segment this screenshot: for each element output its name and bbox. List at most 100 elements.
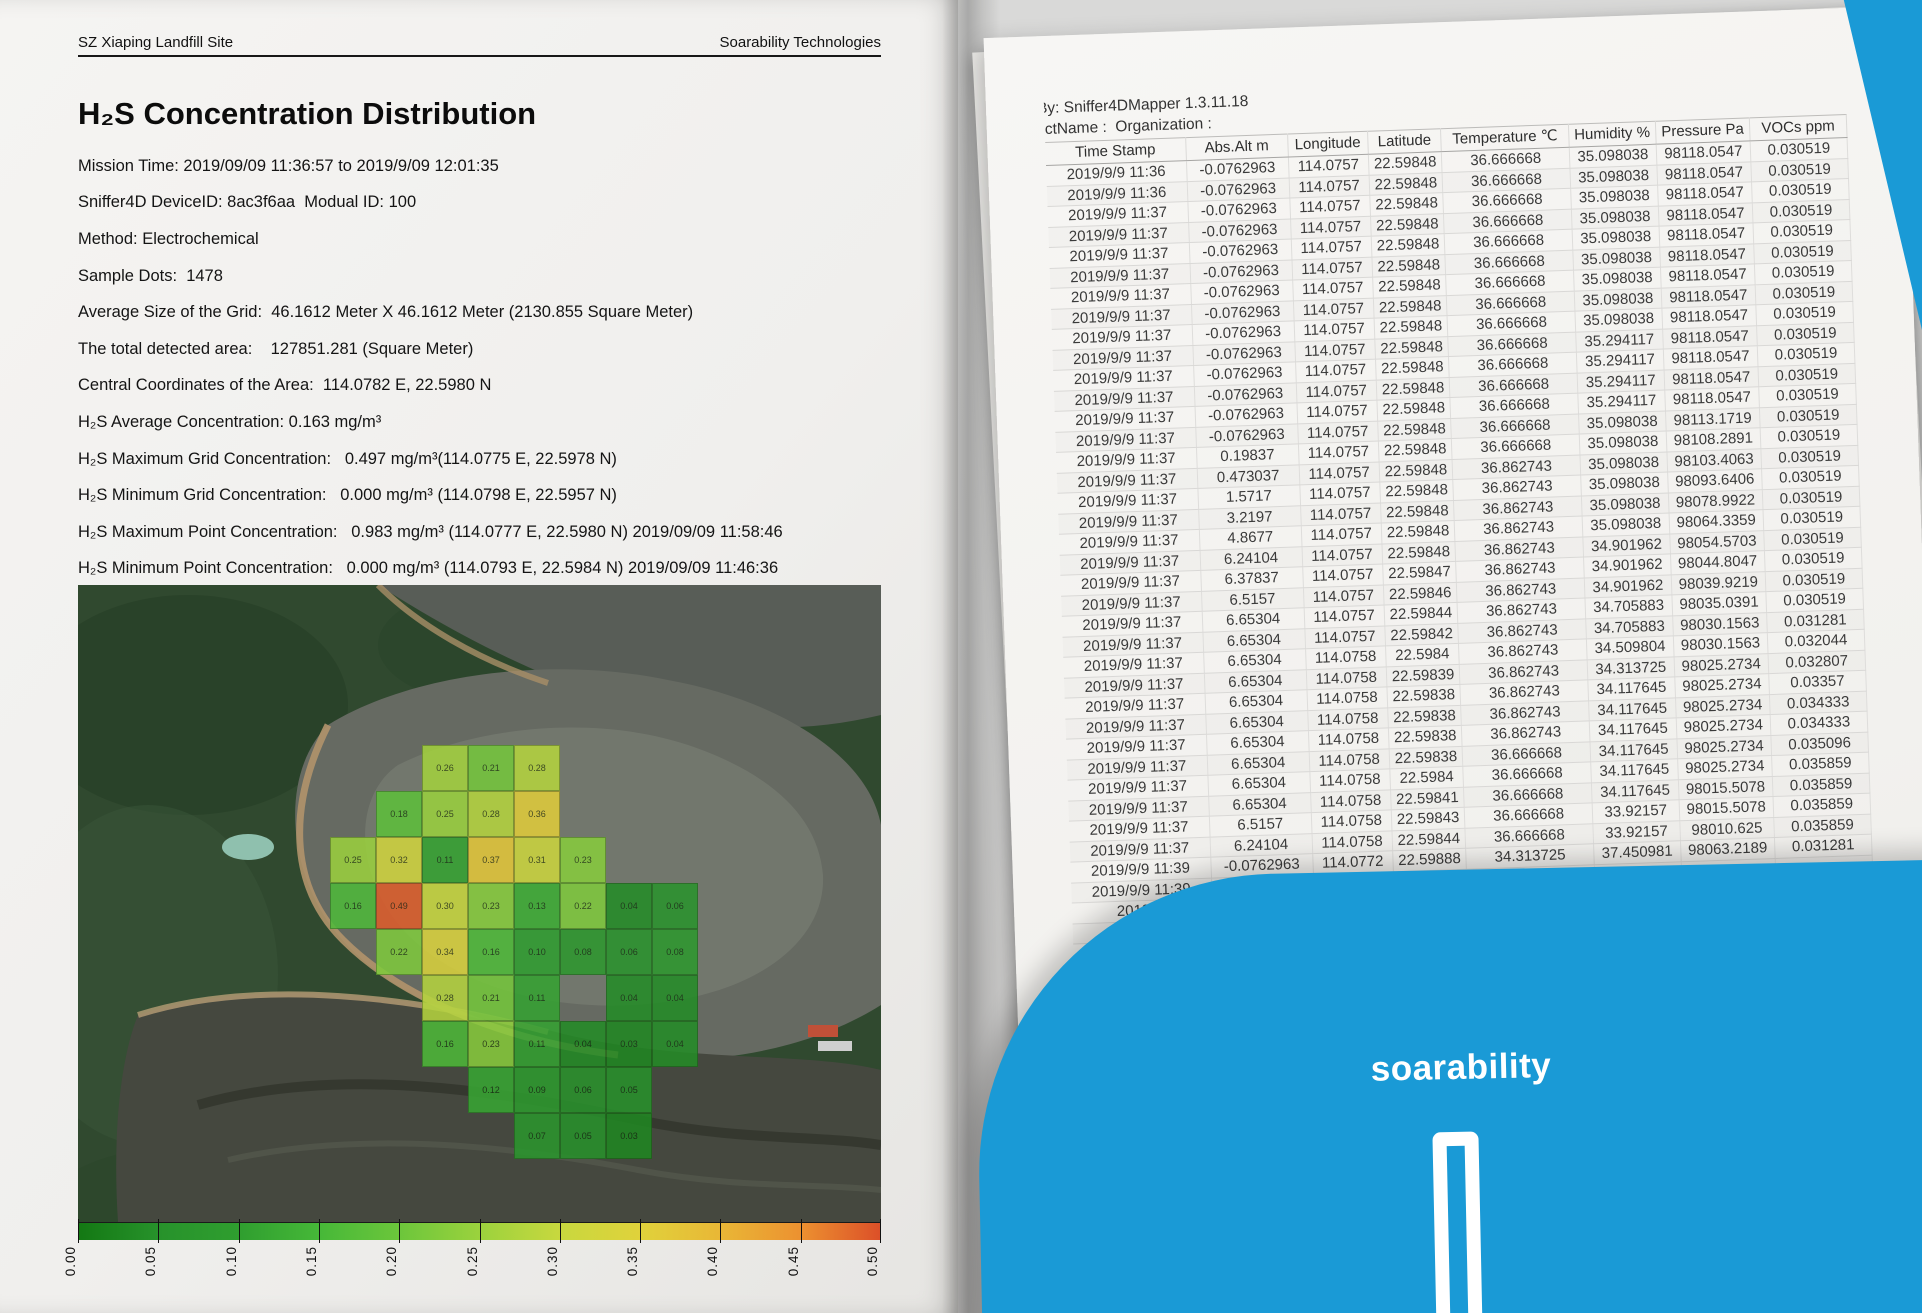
table-cell: 22.59848 [1371, 254, 1447, 278]
table-cell: -0.0762963 [1194, 402, 1298, 427]
info-line: H₂S Minimum Grid Concentration: 0.000 mg… [78, 486, 617, 505]
grid-cell: 0.16 [422, 1021, 468, 1067]
page-title: H₂S Concentration Distribution [78, 96, 537, 131]
table-cell: -0.0762963 [1187, 198, 1291, 223]
colorbar-tick-label: 0.45 [785, 1246, 801, 1277]
grid-cell: 0.11 [514, 975, 560, 1021]
grid-cell: 0.22 [560, 883, 606, 929]
column-header: Humidity % [1568, 121, 1656, 148]
grid-cell: 0.23 [560, 837, 606, 883]
table-cell: 98010.625 [1679, 817, 1775, 841]
table-cell: 34.117645 [1591, 779, 1679, 803]
page-header: SZ Xiaping Landfill Site Soarability Tec… [78, 34, 881, 57]
table-cell: 114.0758 [1310, 809, 1392, 834]
table-cell: 114.0757 [1290, 236, 1372, 260]
table-cell: 35.098038 [1569, 164, 1658, 189]
table-cell: 35.098038 [1579, 451, 1668, 476]
table-cell: 34.901962 [1583, 553, 1672, 578]
table-cell: 22.59848 [1377, 418, 1452, 442]
table-cell: 22.59848 [1368, 172, 1444, 196]
colorbar-tick [399, 1219, 401, 1243]
table-cell: 22.59848 [1380, 499, 1455, 524]
table-cell: 35.098038 [1573, 267, 1661, 291]
table-cell: 34.509804 [1586, 635, 1674, 660]
table-cell: -0.0762963 [1191, 300, 1294, 325]
colorbar-tick [800, 1219, 802, 1243]
colorbar-tick [318, 1219, 320, 1243]
table-cell: 114.0758 [1305, 666, 1387, 690]
grid-cell: 0.04 [606, 883, 652, 929]
grid-cell: 0.25 [330, 837, 376, 883]
table-cell: 34.313725 [1586, 656, 1675, 680]
table-cell: 22.5984 [1385, 643, 1460, 667]
grid-cell: 0.49 [376, 883, 422, 929]
grid-cell: 0.36 [514, 791, 560, 837]
table-cell: 98108.2891 [1666, 427, 1761, 452]
table-cell: 34.705883 [1585, 615, 1674, 639]
info-line: H₂S Minimum Point Concentration: 0.000 m… [78, 559, 779, 578]
table-cell: 114.0757 [1292, 277, 1373, 301]
table-cell: 114.0758 [1311, 830, 1393, 854]
table-cell: 114.0757 [1296, 400, 1378, 424]
table-cell: 98118.0547 [1662, 325, 1758, 350]
table-cell: 98103.4063 [1666, 448, 1762, 473]
table-cell: 98015.5078 [1678, 776, 1773, 800]
info-line: The total detected area: 127851.281 (Squ… [78, 339, 474, 358]
table-cell: 114.0757 [1288, 154, 1369, 178]
table-cell: 22.59848 [1381, 540, 1457, 565]
table-cell: 114.0757 [1300, 502, 1381, 526]
table-cell: 114.0757 [1288, 174, 1370, 199]
table-cell: 22.59848 [1379, 479, 1454, 503]
table-cell: 22.5984 [1389, 766, 1464, 790]
colorbar-tick-label: 0.25 [464, 1246, 480, 1277]
header-company-name: Soarability Technologies [719, 34, 882, 51]
table-cell: 98118.0547 [1660, 284, 1756, 309]
table-cell: 22.59838 [1387, 704, 1462, 728]
grid-cell: 0.32 [376, 837, 422, 883]
table-cell: 35.098038 [1574, 308, 1663, 332]
grid-cell: 0.23 [468, 1021, 514, 1067]
grid-cell: 0.03 [606, 1113, 652, 1159]
info-line: H₂S Average Concentration: 0.163 mg/m³ [78, 412, 382, 431]
table-cell: 98035.0391 [1671, 591, 1767, 616]
grid-cell: 0.04 [652, 975, 698, 1021]
table-cell: 22.59848 [1375, 377, 1451, 401]
table-cell: -0.0762963 [1189, 259, 1293, 284]
table-cell: 35.098038 [1569, 144, 1657, 168]
table-cell: 98118.0547 [1656, 161, 1752, 186]
info-line: Mission Time: 2019/09/09 11:36:57 to 201… [78, 156, 499, 175]
table-cell: 22.59844 [1391, 827, 1467, 851]
table-cell: 98044.8047 [1670, 550, 1765, 575]
grid-cell: 0.23 [468, 883, 514, 929]
table-cell: 22.59838 [1387, 725, 1463, 749]
table-cell: 98118.0547 [1663, 345, 1758, 370]
grid-cell: 0.31 [514, 837, 560, 883]
table-cell: 114.0757 [1298, 461, 1380, 485]
table-cell: 98015.5078 [1678, 796, 1774, 821]
table-cell: 22.59848 [1373, 315, 1449, 339]
table-cell: 98063.2189 [1680, 837, 1776, 862]
info-line: Sniffer4D DeviceID: 8ac3f6aa Modual ID: … [78, 193, 417, 212]
table-cell: 22.59843 [1390, 807, 1466, 831]
colorbar-tick [880, 1219, 881, 1243]
table-cell: -0.0762963 [1186, 157, 1289, 182]
info-line: Method: Electrochemical [78, 229, 259, 248]
grid-cell: 0.07 [514, 1113, 560, 1159]
table-cell: 22.59842 [1384, 622, 1459, 646]
grid-cell: 0.26 [422, 745, 468, 791]
table-cell: 35.098038 [1571, 226, 1660, 250]
table-cell: 98030.1563 [1673, 632, 1768, 657]
table-cell: 22.59841 [1390, 786, 1465, 810]
grid-cell: 0.11 [514, 1021, 560, 1067]
table-cell: 34.117645 [1589, 738, 1678, 762]
grid-cell: 0.04 [652, 1021, 698, 1067]
table-cell: 114.0757 [1294, 338, 1376, 362]
grid-cell: 0.16 [330, 883, 376, 929]
info-line: H₂S Maximum Grid Concentration: 0.497 mg… [78, 449, 617, 468]
table-cell: 114.0758 [1307, 707, 1388, 731]
table-cell: 33.92157 [1591, 799, 1680, 824]
grid-cell: 0.05 [606, 1067, 652, 1113]
report-page: SZ Xiaping Landfill Site Soarability Tec… [0, 0, 958, 1313]
table-cell: 35.098038 [1581, 512, 1670, 537]
table-cell: 98118.0547 [1657, 181, 1753, 206]
